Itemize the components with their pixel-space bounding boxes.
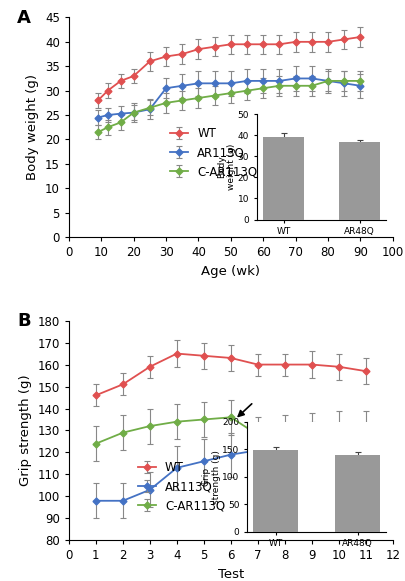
Text: B: B [17, 312, 31, 330]
X-axis label: Age (wk): Age (wk) [201, 265, 260, 278]
Legend: WT, AR113Q, C-AR113Q: WT, AR113Q, C-AR113Q [166, 123, 262, 183]
Y-axis label: Body weight (g): Body weight (g) [26, 74, 39, 180]
Text: A: A [17, 9, 31, 27]
Legend: WT, AR113Q, C-AR113Q: WT, AR113Q, C-AR113Q [133, 457, 230, 517]
Y-axis label: Grip strength (g): Grip strength (g) [19, 375, 32, 486]
X-axis label: Test: Test [218, 568, 244, 581]
